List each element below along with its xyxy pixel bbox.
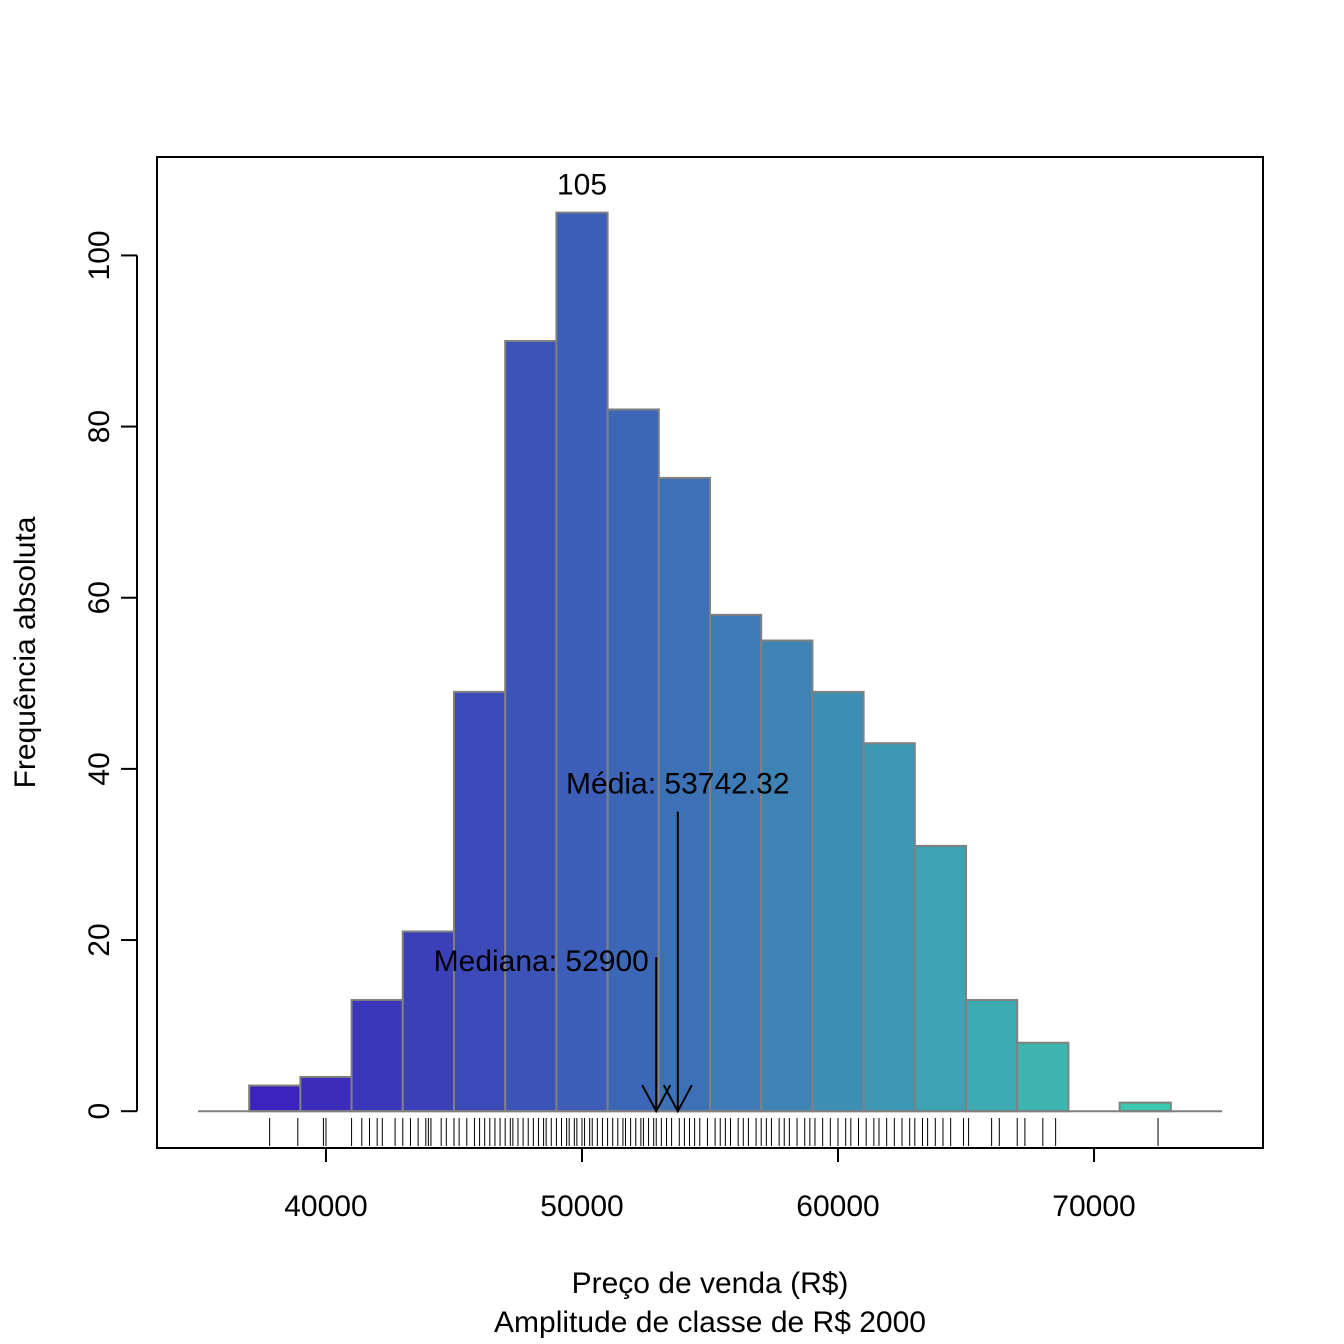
y-tick-label: 80 bbox=[83, 410, 116, 443]
histogram-bar bbox=[709, 613, 763, 1113]
histogram-bars bbox=[248, 211, 1172, 1113]
histogram-bar bbox=[504, 339, 558, 1113]
x-tick-label: 40000 bbox=[284, 1190, 367, 1223]
x-tick-label: 50000 bbox=[540, 1190, 623, 1223]
y-tick-label: 0 bbox=[83, 1103, 116, 1120]
histogram-bar bbox=[657, 476, 712, 1113]
histogram-bar bbox=[248, 1084, 302, 1113]
y-axis: 0 20 40 60 80 100 bbox=[83, 230, 138, 1120]
annotation-arrows bbox=[641, 811, 693, 1114]
y-tick-label: 40 bbox=[83, 752, 116, 785]
y-tick-label: 100 bbox=[83, 230, 116, 280]
histogram-bar bbox=[862, 742, 916, 1113]
y-axis-title: Frequência absoluta bbox=[9, 516, 42, 788]
histogram-bar bbox=[452, 690, 507, 1113]
x-tick-label: 60000 bbox=[796, 1190, 879, 1223]
rug-marks bbox=[269, 1118, 1159, 1146]
y-tick-label: 20 bbox=[83, 923, 116, 956]
histogram-bar bbox=[606, 408, 660, 1113]
plot-frame bbox=[156, 156, 1264, 1149]
histogram-bar bbox=[811, 690, 865, 1113]
histogram-bar bbox=[1016, 1041, 1070, 1113]
y-tick-label: 60 bbox=[83, 581, 116, 614]
x-axis-title: Preço de venda (R$) bbox=[572, 1267, 849, 1300]
histogram-bar bbox=[913, 844, 968, 1113]
histogram-bar bbox=[965, 998, 1019, 1113]
x-axis: 40000 50000 60000 70000 bbox=[284, 1148, 1136, 1223]
histogram-bar bbox=[1118, 1101, 1172, 1113]
histogram-bar bbox=[350, 998, 404, 1113]
histogram-bar bbox=[299, 1075, 353, 1113]
median-label: Mediana: 52900 bbox=[434, 945, 649, 978]
mean-arrow-head bbox=[662, 1084, 693, 1114]
x-axis-subtitle: Amplitude de classe de R$ 2000 bbox=[494, 1306, 926, 1339]
mean-label: Média: 53742.32 bbox=[566, 768, 790, 801]
x-tick-label: 70000 bbox=[1052, 1190, 1135, 1223]
histogram-bar bbox=[760, 639, 814, 1113]
max-frequency-label: 105 bbox=[557, 169, 607, 202]
median-arrow-head bbox=[641, 1084, 672, 1114]
